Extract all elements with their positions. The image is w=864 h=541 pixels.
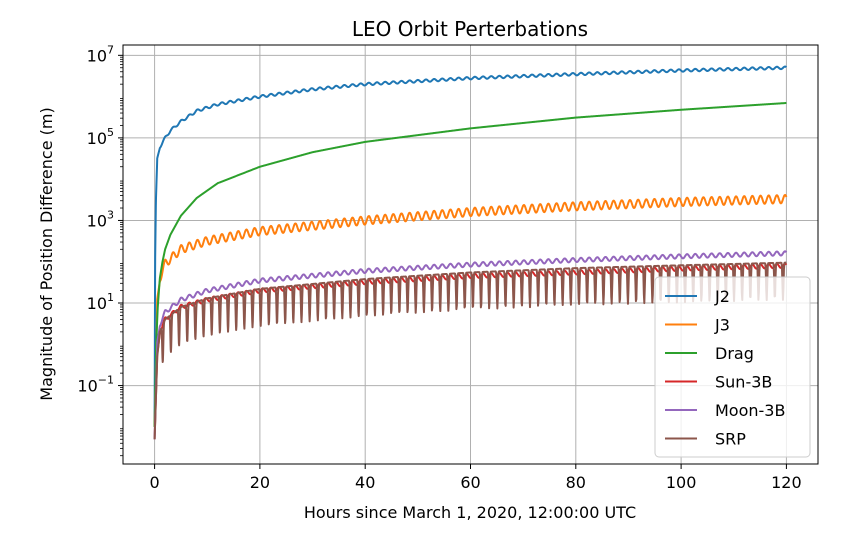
x-tick-label: 80 <box>566 473 586 492</box>
y-tick-label: 107 <box>87 43 114 65</box>
y-tick-label: 101 <box>87 291 114 313</box>
y-axis-label: Magnitude of Position Difference (m) <box>37 107 56 400</box>
x-tick-label: 120 <box>771 473 802 492</box>
series-line-j3 <box>153 193 788 427</box>
x-tick-label: 20 <box>250 473 270 492</box>
legend-label-moon-3b: Moon-3B <box>715 401 785 420</box>
y-tick-label: 10−1 <box>77 374 114 396</box>
y-axis: 107 105 103 101 10−1 <box>77 43 123 457</box>
y-tick-label: 103 <box>87 208 114 230</box>
series-group <box>153 65 788 440</box>
x-tick-label: 0 <box>149 473 159 492</box>
grid-lines <box>123 45 818 464</box>
series-line-moon-3b <box>153 250 788 440</box>
x-axis-label: Hours since March 1, 2020, 12:00:00 UTC <box>304 503 636 522</box>
chart-title: LEO Orbit Perterbations <box>352 17 588 41</box>
x-tick-label: 100 <box>666 473 697 492</box>
series-line-drag <box>153 102 787 427</box>
series-line-j2 <box>153 65 787 427</box>
series-line-srp <box>153 261 787 440</box>
y-tick-label: 105 <box>87 126 114 148</box>
x-tick-label: 60 <box>460 473 480 492</box>
legend-label-j2: J2 <box>714 287 730 306</box>
x-axis: 0 20 40 60 80 100 120 <box>149 464 802 492</box>
x-tick-label: 40 <box>355 473 375 492</box>
legend-label-drag: Drag <box>715 344 754 363</box>
legend-label-srp: SRP <box>715 430 746 449</box>
legend-label-j3: J3 <box>714 316 730 335</box>
legend-box <box>654 276 811 458</box>
legend-label-sun-3b: Sun-3B <box>715 373 772 392</box>
legend: J2 J3 Drag Sun-3B Moon-3B SRP <box>654 276 811 458</box>
